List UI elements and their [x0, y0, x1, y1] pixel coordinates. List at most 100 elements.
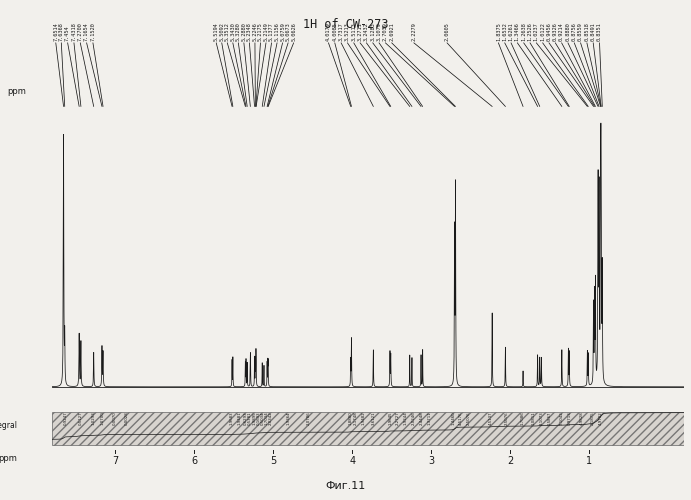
Text: 1.0700: 1.0700	[100, 412, 104, 426]
Text: 1.6532: 1.6532	[502, 22, 507, 42]
Text: 1.2526: 1.2526	[527, 22, 533, 42]
Text: 2.0605: 2.0605	[444, 22, 449, 42]
Text: 7.2700: 7.2700	[78, 22, 83, 42]
Text: 5.2348: 5.2348	[247, 22, 252, 42]
Text: 1.3711: 1.3711	[428, 412, 432, 426]
Text: 7.4318: 7.4318	[71, 22, 77, 42]
Text: 5.0759: 5.0759	[280, 22, 285, 42]
Text: 2.0786: 2.0786	[307, 412, 311, 426]
Text: 3.2432: 3.2432	[364, 22, 369, 42]
Text: 5.2880: 5.2880	[241, 22, 247, 42]
Text: 1.0122: 1.0122	[540, 22, 545, 42]
Text: 7.1654: 7.1654	[84, 22, 89, 42]
Text: 2: 2	[507, 456, 513, 466]
Text: 0.8351: 0.8351	[597, 22, 602, 42]
Text: 2.6921: 2.6921	[389, 22, 394, 42]
Text: 1.9364: 1.9364	[287, 412, 291, 426]
Text: 0.5381: 0.5381	[248, 412, 252, 426]
Text: 1.2638: 1.2638	[521, 22, 526, 42]
Text: 1.7086: 1.7086	[520, 412, 524, 426]
Text: 7.6368: 7.6368	[59, 22, 64, 42]
Text: 7.1520: 7.1520	[91, 22, 95, 42]
Text: 7.1042: 7.1042	[560, 412, 564, 426]
Text: 7: 7	[112, 456, 118, 466]
Text: 0.8491: 0.8491	[591, 22, 596, 42]
Text: 0.6293: 0.6293	[244, 412, 248, 426]
Text: 5.3280: 5.3280	[236, 22, 241, 42]
Text: 0.8518: 0.8518	[585, 22, 589, 42]
Text: 1.9481: 1.9481	[237, 412, 241, 426]
Text: 0.1693: 0.1693	[257, 412, 261, 426]
Text: 0.9326: 0.9326	[553, 22, 558, 42]
Text: 1.3466: 1.3466	[515, 22, 520, 42]
Text: 3.5213: 3.5213	[345, 22, 350, 42]
Text: 2.0246: 2.0246	[412, 412, 416, 426]
Text: 5.2149: 5.2149	[263, 22, 269, 42]
Text: 2.4448: 2.4448	[419, 412, 424, 426]
Text: 5.1156: 5.1156	[274, 22, 280, 42]
Text: 1.9683: 1.9683	[230, 412, 234, 426]
Text: 5.3512: 5.3512	[225, 22, 230, 42]
Text: 0.9456: 0.9456	[547, 22, 551, 42]
Text: 1H of CW-273: 1H of CW-273	[303, 18, 388, 30]
Text: 2.2727: 2.2727	[396, 412, 400, 426]
Text: 0.8559: 0.8559	[578, 22, 583, 42]
Text: 2.2279: 2.2279	[411, 22, 416, 42]
Text: 3.1079: 3.1079	[377, 22, 381, 42]
Text: 3.7317: 3.7317	[339, 22, 343, 42]
Text: 3.1283: 3.1283	[370, 22, 375, 42]
Text: 3.2711: 3.2711	[357, 22, 363, 42]
Text: 5.2175: 5.2175	[258, 22, 263, 42]
Text: 2.0342: 2.0342	[269, 412, 273, 426]
Text: 2.1875: 2.1875	[591, 412, 595, 426]
Text: 2.5076: 2.5076	[504, 412, 509, 425]
Text: ppm: ppm	[8, 86, 26, 96]
Text: 1.6261: 1.6261	[509, 22, 513, 42]
Text: 4.9702: 4.9702	[599, 412, 603, 426]
Text: 2.1748: 2.1748	[354, 412, 358, 426]
Text: 0.9214: 0.9214	[559, 22, 564, 42]
Text: 5.0673: 5.0673	[285, 22, 291, 42]
Text: 2.5076: 2.5076	[467, 412, 471, 425]
Text: 1.0811: 1.0811	[532, 412, 536, 426]
Text: 2.7039: 2.7039	[383, 22, 388, 42]
Text: 0.5034: 0.5034	[261, 412, 265, 426]
Text: 1.9244: 1.9244	[404, 412, 408, 426]
Text: 4.0085: 4.0085	[332, 22, 337, 42]
Text: 0.0070: 0.0070	[113, 412, 117, 426]
Text: 3.6121: 3.6121	[372, 412, 375, 426]
Text: ppm: ppm	[0, 454, 17, 463]
Text: Integral: Integral	[0, 420, 17, 430]
Text: 5.0626: 5.0626	[291, 22, 296, 42]
Text: Фиг.11: Фиг.11	[325, 481, 366, 491]
Text: 1.9895: 1.9895	[253, 412, 257, 426]
Text: 5.1377: 5.1377	[269, 22, 274, 42]
Text: 3.5113: 3.5113	[351, 22, 357, 42]
Text: 5.2246: 5.2246	[252, 22, 258, 42]
Text: 7.454: 7.454	[65, 26, 70, 42]
Text: 5.3430: 5.3430	[230, 22, 236, 42]
Text: 1.0293: 1.0293	[92, 412, 96, 426]
Text: 5: 5	[270, 456, 276, 466]
Text: 1.0237: 1.0237	[534, 22, 539, 42]
Bar	[52, 412, 684, 445]
Text: 1.4460: 1.4460	[451, 412, 455, 426]
Text: 5.5194: 5.5194	[214, 22, 219, 42]
Text: 4.9828: 4.9828	[579, 412, 583, 426]
Text: 1.8880: 1.8880	[348, 412, 352, 426]
Text: 0.0028: 0.0028	[125, 412, 129, 426]
Text: 1.9482: 1.9482	[362, 412, 366, 426]
Text: 0.8756: 0.8756	[571, 22, 577, 42]
Text: 1.9645: 1.9645	[388, 412, 392, 425]
Text: 0.5127: 0.5127	[78, 412, 82, 426]
Text: 1.8375: 1.8375	[496, 22, 501, 42]
Text: 4: 4	[349, 456, 355, 466]
Text: 6: 6	[191, 456, 197, 466]
Text: 0.9247: 0.9247	[64, 412, 68, 426]
Text: 1.7034: 1.7034	[265, 412, 269, 426]
Text: 0.8880: 0.8880	[565, 22, 570, 42]
Text: 4.0179: 4.0179	[326, 22, 331, 42]
Text: 4.5176: 4.5176	[460, 412, 463, 425]
Text: 3: 3	[428, 456, 434, 466]
Text: 0.9713: 0.9713	[567, 412, 571, 426]
